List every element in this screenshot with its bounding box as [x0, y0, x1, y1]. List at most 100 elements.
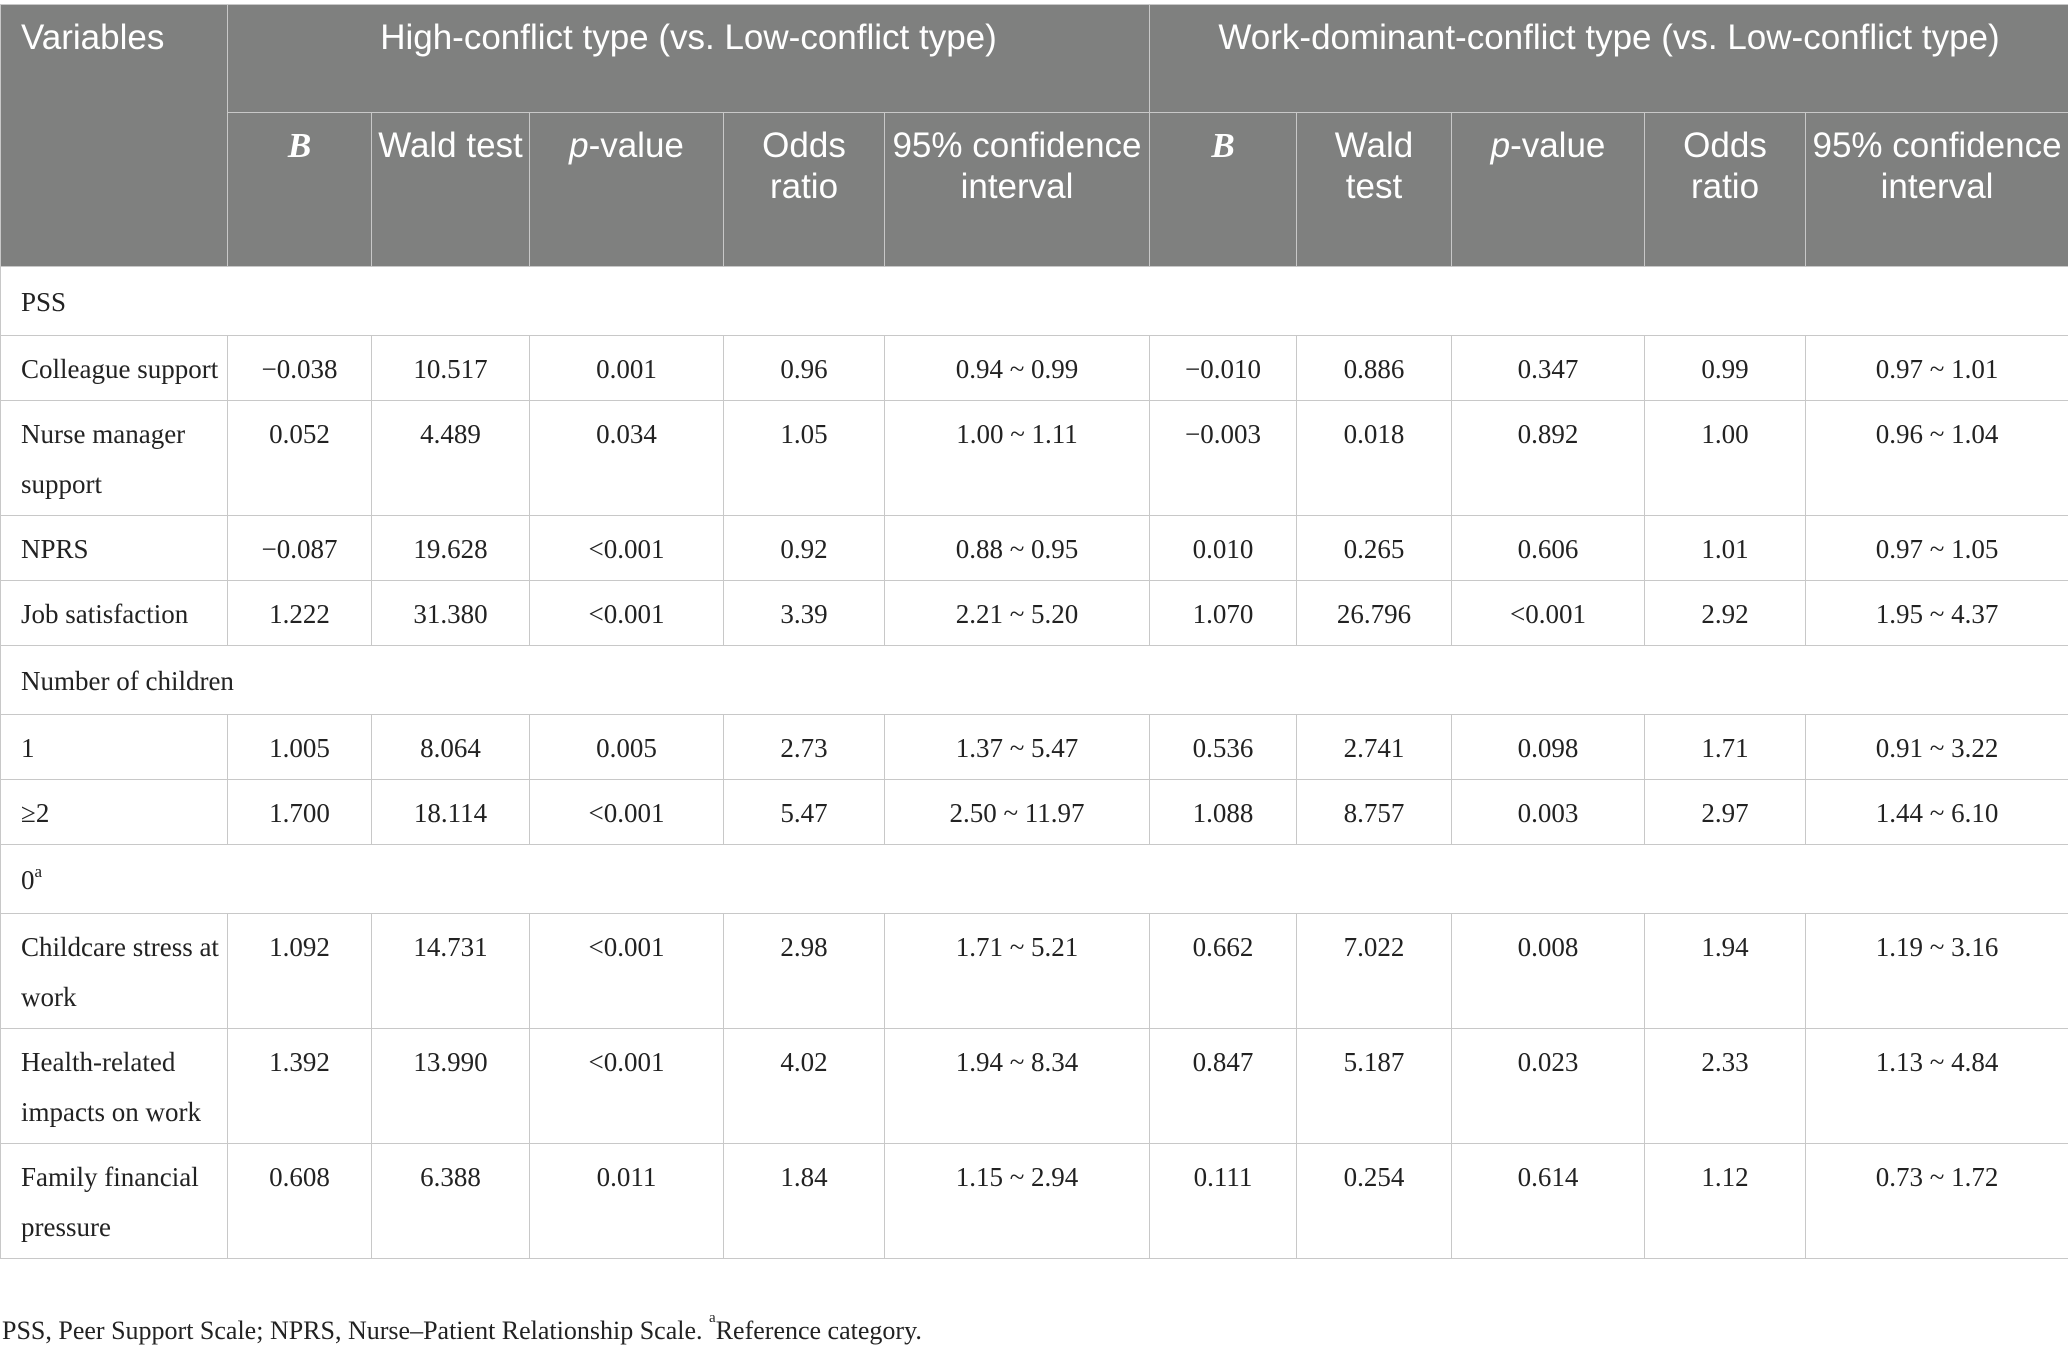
row-label: Childcare stress at work [0, 913, 228, 1029]
g1-odds-ratio-cell: 0.92 [723, 515, 885, 581]
g1-b-cell: 0.052 [227, 400, 372, 516]
regression-table: Variables High-conflict type (vs. Low-co… [0, 4, 2068, 1259]
g1-ci-cell: 2.21 ~ 5.20 [884, 580, 1150, 646]
g2-odds-ratio-cell: 1.71 [1644, 714, 1806, 780]
group-label: Number of children [0, 645, 2068, 715]
g1-p-value-cell: <0.001 [529, 580, 724, 646]
row-label: Family financial pressure [0, 1143, 228, 1259]
p-value-header: p-value [1451, 112, 1645, 267]
group-label-text: PSS [21, 287, 67, 317]
g2-ci-cell: 0.97 ~ 1.01 [1804, 335, 2068, 401]
g1-wald-cell: 4.489 [371, 400, 530, 516]
g1-b-cell: −0.038 [227, 335, 372, 401]
table-row: 1 1.005 8.064 0.005 2.73 1.37 ~ 5.47 0.536 2.74… [0, 714, 2068, 780]
g1-odds-ratio-cell: 1.05 [723, 400, 885, 516]
g1-odds-ratio-cell: 4.02 [723, 1028, 885, 1144]
g1-wald-cell: 6.388 [371, 1143, 530, 1259]
g2-ci-cell: 1.95 ~ 4.37 [1804, 580, 2068, 646]
group-label: 0a [0, 844, 2068, 914]
footnote-sup: a [709, 1310, 716, 1326]
g1-odds-ratio-cell: 5.47 [723, 779, 885, 845]
g2-b-cell: 0.536 [1149, 714, 1297, 780]
g2-wald-cell: 7.022 [1296, 913, 1452, 1029]
g2-wald-cell: 2.741 [1296, 714, 1452, 780]
g2-b-cell: 0.662 [1149, 913, 1297, 1029]
g2-b-cell: 0.010 [1149, 515, 1297, 581]
g2-odds-ratio-cell: 2.97 [1644, 779, 1806, 845]
g2-p-value-cell: 0.008 [1451, 913, 1645, 1029]
g2-ci-cell: 1.19 ~ 3.16 [1804, 913, 2068, 1029]
g2-odds-ratio-cell: 2.33 [1644, 1028, 1806, 1144]
b-header: B [227, 112, 372, 267]
g2-p-value-cell: 0.892 [1451, 400, 1645, 516]
g1-p-value-cell: 0.034 [529, 400, 724, 516]
table-body: PSS Colleague support −0.038 10.517 0.001 0.9… [0, 266, 2068, 1259]
g2-ci-cell: 1.13 ~ 4.84 [1804, 1028, 2068, 1144]
b-header: B [1149, 112, 1297, 267]
group-label-text: Number of children [21, 666, 234, 696]
g1-b-cell: 1.700 [227, 779, 372, 845]
g1-b-cell: 0.608 [227, 1143, 372, 1259]
g1-ci-cell: 1.00 ~ 1.11 [884, 400, 1150, 516]
row-label: ≥2 [0, 779, 228, 845]
g1-odds-ratio-cell: 2.98 [723, 913, 885, 1029]
g1-wald-cell: 10.517 [371, 335, 530, 401]
g2-wald-cell: 0.265 [1296, 515, 1452, 581]
row-label: Nurse manager support [0, 400, 228, 516]
variables-header: Variables [0, 4, 228, 267]
wald-header: Wald test [371, 112, 530, 267]
g2-odds-ratio-cell: 1.00 [1644, 400, 1806, 516]
g1-wald-cell: 31.380 [371, 580, 530, 646]
g2-odds-ratio-cell: 1.01 [1644, 515, 1806, 581]
row-label: 1 [0, 714, 228, 780]
table-row: ≥2 1.700 18.114 <0.001 5.47 2.50 ~ 11.97 1.088… [0, 779, 2068, 845]
group2-header: Work-dominant-conflict type (vs. Low-con… [1148, 4, 2068, 113]
g1-wald-cell: 14.731 [371, 913, 530, 1029]
footnote-ref: Reference category. [715, 1316, 922, 1345]
row-label: Job satisfaction [0, 580, 228, 646]
g1-odds-ratio-cell: 2.73 [723, 714, 885, 780]
g2-ci-cell: 1.44 ~ 6.10 [1804, 779, 2068, 845]
g2-p-value-cell: <0.001 [1451, 580, 1645, 646]
g1-b-cell: 1.005 [227, 714, 372, 780]
g1-p-value-cell: <0.001 [529, 1028, 724, 1144]
reference-marker: a [34, 862, 43, 881]
g2-wald-cell: 0.886 [1296, 335, 1452, 401]
footnote-text: PSS, Peer Support Scale; NPRS, Nurse–Pat… [2, 1316, 710, 1345]
p-italic: p [1490, 126, 1511, 165]
g2-ci-cell: 0.97 ~ 1.05 [1804, 515, 2068, 581]
g2-ci-cell: 0.96 ~ 1.04 [1804, 400, 2068, 516]
g1-odds-ratio-cell: 1.84 [723, 1143, 885, 1259]
g2-wald-cell: 0.018 [1296, 400, 1452, 516]
g2-ci-cell: 0.73 ~ 1.72 [1804, 1143, 2068, 1259]
g2-b-cell: 0.847 [1149, 1028, 1297, 1144]
group-label-text: 0 [21, 865, 35, 895]
table-footnote: PSS, Peer Support Scale; NPRS, Nurse–Pat… [2, 1310, 922, 1346]
g1-p-value-cell: 0.001 [529, 335, 724, 401]
g1-b-cell: 1.222 [227, 580, 372, 646]
g2-p-value-cell: 0.003 [1451, 779, 1645, 845]
g2-b-cell: −0.010 [1149, 335, 1297, 401]
g2-p-value-cell: 0.606 [1451, 515, 1645, 581]
g1-ci-cell: 0.94 ~ 0.99 [884, 335, 1150, 401]
wald-header: Wald test [1296, 112, 1452, 267]
g2-p-value-cell: 0.098 [1451, 714, 1645, 780]
g2-odds-ratio-cell: 1.12 [1644, 1143, 1806, 1259]
g1-p-value-cell: 0.005 [529, 714, 724, 780]
g1-p-value-cell: <0.001 [529, 515, 724, 581]
row-label: NPRS [0, 515, 228, 581]
odds-ratio-header: Odds ratio [723, 112, 885, 267]
g2-b-cell: 1.070 [1149, 580, 1297, 646]
g1-ci-cell: 2.50 ~ 11.97 [884, 779, 1150, 845]
g2-b-cell: 0.111 [1149, 1143, 1297, 1259]
g1-wald-cell: 18.114 [371, 779, 530, 845]
g1-ci-cell: 1.15 ~ 2.94 [884, 1143, 1150, 1259]
g1-wald-cell: 19.628 [371, 515, 530, 581]
table-row: Job satisfaction 1.222 31.380 <0.001 3.39 2.2… [0, 580, 2068, 646]
g1-p-value-cell: <0.001 [529, 779, 724, 845]
p-italic: p [569, 126, 589, 165]
row-label: Colleague support [0, 335, 228, 401]
group-row: PSS [0, 266, 2068, 336]
g2-p-value-cell: 0.614 [1451, 1143, 1645, 1259]
group-label: PSS [0, 266, 2068, 336]
